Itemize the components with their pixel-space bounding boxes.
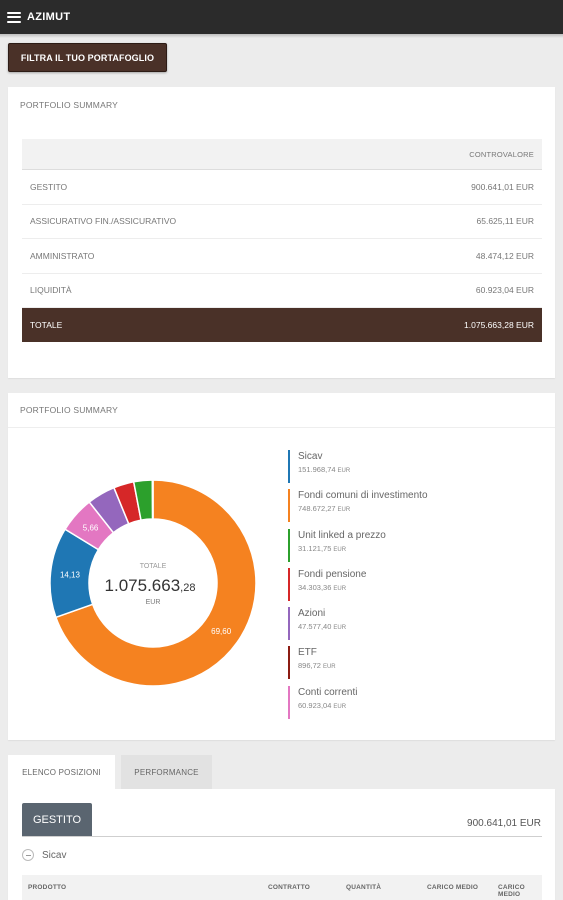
- legend-value: 34.303,36 EUR: [298, 582, 538, 595]
- legend-value: 60.923,04 EUR: [298, 700, 538, 713]
- legend-value: 31.121,75 EUR: [298, 543, 538, 556]
- legend-value: 151.968,74 EUR: [298, 464, 538, 477]
- column-header: QUANTITÀ: [346, 884, 382, 891]
- app-bar-shadow: [0, 34, 563, 38]
- legend-value: 47.577,40 EUR: [298, 621, 538, 634]
- legend-amount: 748.672,27: [298, 504, 336, 514]
- row-label: AMMINISTRATO: [30, 250, 95, 261]
- row-label: GESTITO: [30, 181, 68, 192]
- donut-chart: 69,60 14,13 5,66 TOTALE 1.075.663,28 EUR: [49, 479, 257, 687]
- legend-name: Unit linked a prezzo: [298, 529, 386, 541]
- legend-currency: EUR: [337, 507, 351, 514]
- donut-slice[interactable]: [151, 479, 154, 520]
- card-divider: [8, 427, 555, 428]
- legend-name: Fondi comuni di investimento: [298, 490, 428, 502]
- row-label: ASSICURATIVO FIN./ASSICURATIVO: [30, 216, 177, 227]
- legend-name: ETF: [298, 647, 317, 659]
- legend-item: Unit linked a prezzo 31.121,75 EUR: [288, 528, 538, 562]
- chart-legend: Sicav 151.968,74 EUR Fondi comuni di invest…: [288, 450, 538, 725]
- section-divider: [22, 836, 542, 837]
- summary-card-title: PORTFOLIO SUMMARY: [20, 100, 119, 110]
- row-value: 48.474,12 EUR: [475, 250, 534, 261]
- legend-item: ETF 896,72 EUR: [288, 646, 538, 680]
- legend-amount: 47.577,40: [298, 622, 332, 632]
- table-row: ASSICURATIVO FIN./ASSICURATIVO 65.625,11…: [22, 205, 542, 239]
- slice-label: 69,60: [211, 627, 232, 636]
- legend-name: Azioni: [298, 608, 326, 620]
- legend-amount: 34.303,36: [298, 582, 332, 592]
- chart-card-title: PORTFOLIO SUMMARY: [20, 405, 119, 415]
- legend-currency: EUR: [333, 625, 347, 632]
- row-label: LIQUIDITÀ: [30, 285, 72, 296]
- legend-amount: 151.968,74: [298, 465, 336, 474]
- gestito-section-value: 900.641,01 EUR: [467, 818, 541, 829]
- legend-color-bar: [288, 528, 290, 562]
- positions-card: GESTITO 900.641,01 EUR Sicav PRODOTTO CO…: [8, 789, 555, 900]
- legend-amount: 60.923,04: [298, 700, 332, 710]
- legend-color-bar: [288, 685, 290, 719]
- column-header: CARICO MEDIO: [498, 884, 525, 898]
- sicav-group-toggle[interactable]: Sicav: [22, 849, 66, 861]
- tab-performance[interactable]: PERFORMANCE: [121, 755, 212, 789]
- legend-currency: EUR: [337, 468, 351, 474]
- donut-center-currency: EUR: [146, 599, 161, 606]
- legend-color-bar: [288, 489, 290, 523]
- table-row: AMMINISTRATO 48.474,12 EUR: [22, 239, 542, 274]
- legend-color-bar: [288, 646, 290, 680]
- portfolio-summary-card: PORTFOLIO SUMMARY CONTROVALORE GESTITO 9…: [8, 87, 555, 378]
- legend-color-bar: [288, 567, 290, 601]
- collapse-icon[interactable]: [22, 849, 34, 861]
- tab-elenco-posizioni[interactable]: ELENCO POSIZIONI: [8, 755, 115, 789]
- donut-center-value-main: 1.075.663: [105, 576, 181, 595]
- summary-total-row: TOTALE 1.075.663,28 EUR: [22, 308, 542, 342]
- legend-value: 748.672,27 EUR: [298, 503, 538, 516]
- legend-name: Sicav: [298, 451, 323, 462]
- legend-item: Fondi pensione 34.303,36 EUR: [288, 567, 538, 601]
- app-title: AZIMUT: [27, 11, 71, 23]
- legend-currency: EUR: [333, 546, 347, 553]
- group-label: Sicav: [42, 849, 67, 861]
- legend-item: Azioni 47.577,40 EUR: [288, 607, 538, 641]
- row-value: 900.641,01 EUR: [471, 181, 534, 192]
- summary-table-header: CONTROVALORE: [22, 139, 542, 170]
- legend-color-bar: [288, 607, 290, 641]
- filter-portfolio-button[interactable]: FILTRA IL TUO PORTAFOGLIO: [8, 43, 167, 72]
- row-value: 60.923,04 EUR: [475, 285, 534, 296]
- donut-center-value-decimals: ,28: [180, 582, 195, 594]
- legend-currency: EUR: [322, 664, 336, 671]
- legend-item: Conti correnti 60.923,04 EUR: [288, 685, 538, 719]
- legend-currency: EUR: [333, 703, 347, 710]
- gestito-section-badge[interactable]: GESTITO: [22, 803, 92, 837]
- legend-color-bar: [288, 450, 290, 483]
- legend-item: Sicav 151.968,74 EUR: [288, 450, 538, 483]
- donut-center-label: TOTALE: [140, 563, 167, 570]
- legend-amount: 896,72: [298, 661, 321, 671]
- legend-value: 896,72 EUR: [298, 660, 538, 673]
- donut-slice[interactable]: [54, 479, 257, 687]
- legend-name: Conti correnti: [298, 686, 358, 698]
- summary-table: CONTROVALORE GESTITO 900.641,01 EUR ASSI…: [22, 139, 542, 342]
- positions-table-header: PRODOTTO CONTRATTO QUANTITÀ CARICO MEDIO…: [22, 875, 542, 900]
- column-header: CARICO MEDIO: [427, 884, 479, 891]
- donut-center-value: 1.075.663,28: [105, 576, 196, 595]
- table-row: GESTITO 900.641,01 EUR: [22, 170, 542, 205]
- column-header: PRODOTTO: [28, 884, 67, 891]
- legend-currency: EUR: [333, 585, 347, 592]
- slice-label: 5,66: [83, 524, 99, 533]
- total-label: TOTALE: [30, 320, 63, 330]
- top-app-bar: AZIMUT: [0, 0, 563, 34]
- row-value: 65.625,11 EUR: [476, 216, 535, 227]
- table-row: LIQUIDITÀ 60.923,04 EUR: [22, 274, 542, 308]
- legend-name: Fondi pensione: [298, 568, 367, 580]
- portfolio-chart-card: PORTFOLIO SUMMARY 69,60 14,13 5,66 TOTALE …: [8, 393, 555, 740]
- menu-icon[interactable]: [7, 11, 21, 23]
- column-header: CONTRATTO: [268, 884, 310, 891]
- total-value: 1.075.663,28 EUR: [464, 320, 534, 330]
- legend-amount: 31.121,75: [298, 543, 332, 553]
- slice-label: 14,13: [60, 570, 81, 579]
- controvalore-header: CONTROVALORE: [469, 149, 534, 159]
- positions-tabs: ELENCO POSIZIONI PERFORMANCE: [8, 755, 555, 789]
- legend-item: Fondi comuni di investimento 748.672,27 EU…: [288, 489, 538, 523]
